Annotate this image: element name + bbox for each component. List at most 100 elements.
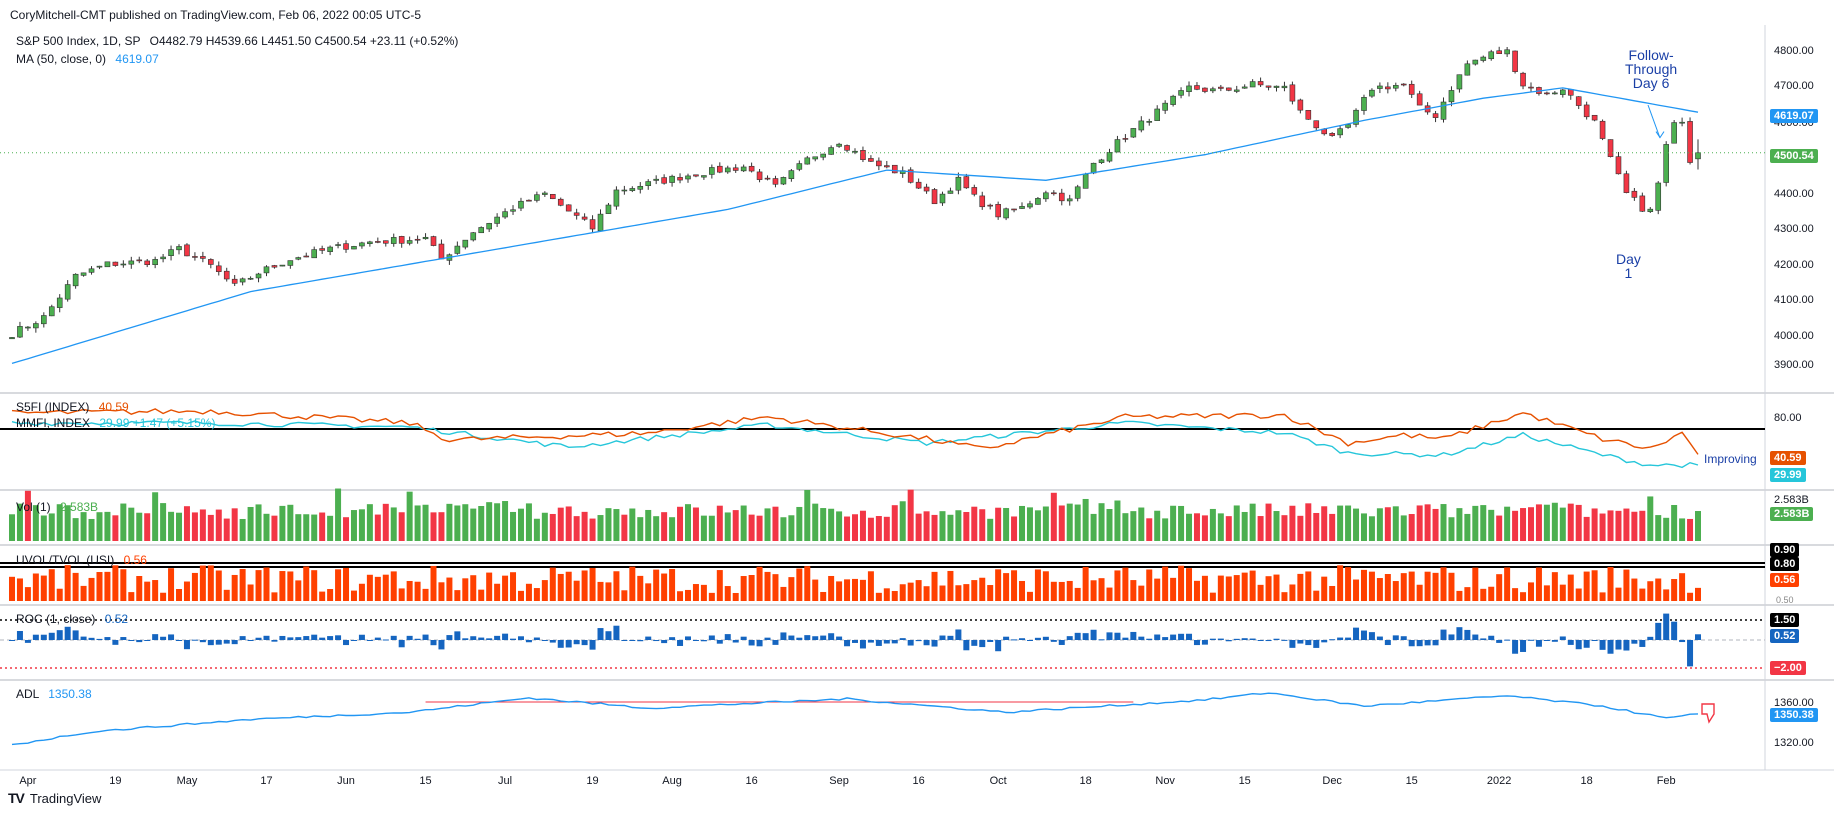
volume-bar xyxy=(1384,507,1391,541)
volume-bar xyxy=(836,511,843,541)
uvol-bar xyxy=(1376,578,1383,601)
roc-bar xyxy=(1162,637,1169,640)
candle xyxy=(1329,133,1335,136)
volume-bar xyxy=(104,511,111,541)
candle xyxy=(661,177,667,184)
candle xyxy=(717,165,723,173)
roc-bar xyxy=(303,636,310,640)
volume-bar xyxy=(605,508,612,541)
roc-bar xyxy=(215,640,222,645)
uvol-bar xyxy=(939,585,946,601)
roc-bar xyxy=(1193,640,1200,646)
mmfi-label[interactable]: MMFI, INDEX xyxy=(16,416,90,430)
volume-bar xyxy=(780,517,787,541)
uvol-bar xyxy=(812,579,819,601)
uvol-bar xyxy=(462,578,469,601)
candle xyxy=(1114,139,1121,153)
candle xyxy=(995,204,1001,218)
adl-value: 1350.38 xyxy=(48,687,92,701)
candle xyxy=(208,259,214,265)
ma-label[interactable]: MA (50, close, 0) xyxy=(16,52,107,66)
roc-bar xyxy=(1257,640,1264,641)
uvol-bar xyxy=(366,574,373,601)
roc-bar xyxy=(207,640,214,646)
volume-bar xyxy=(152,492,159,541)
roc-bar xyxy=(1082,633,1089,640)
candle xyxy=(1480,56,1487,61)
roc-bar xyxy=(915,640,922,642)
volume-bar xyxy=(1193,513,1200,541)
roc-bar xyxy=(613,625,620,640)
uvol-bar xyxy=(1019,580,1026,601)
uvol-bar xyxy=(1559,584,1566,601)
volume-bar xyxy=(931,514,938,541)
roc-bar xyxy=(573,640,580,645)
uvol-bar xyxy=(358,583,365,601)
time-axis-label: Sep xyxy=(829,775,849,787)
roc-bar xyxy=(931,640,938,647)
volume-bar xyxy=(541,512,548,541)
s5fi-label[interactable]: S5FI (INDEX) xyxy=(16,400,90,414)
uvol-bar xyxy=(295,580,302,601)
adl-label[interactable]: ADL xyxy=(16,687,39,701)
candle xyxy=(255,273,262,279)
roc-bar xyxy=(1233,638,1240,640)
symbol-label[interactable]: S&P 500 Index, 1D, SP xyxy=(16,34,141,48)
roc-bar xyxy=(987,640,994,642)
volume-bar xyxy=(621,514,628,541)
uvol-bar xyxy=(1026,591,1033,601)
roc-bar xyxy=(899,638,906,640)
roc-bar xyxy=(859,640,866,649)
volume-bar xyxy=(708,515,715,541)
uvol-badge: 0.56 xyxy=(1770,573,1800,587)
volume-bar xyxy=(1591,508,1598,541)
roc-bar xyxy=(629,640,636,641)
roc-bar xyxy=(1607,640,1614,654)
roc-bar xyxy=(1050,640,1057,642)
roc-bar xyxy=(971,640,978,646)
candle xyxy=(287,260,294,266)
ma-badge: 4619.07 xyxy=(1770,109,1818,123)
uvol-bar xyxy=(1011,570,1018,601)
roc-bar xyxy=(144,640,151,641)
roc-bar xyxy=(955,629,962,640)
roc-bar xyxy=(684,636,691,640)
roc-bar xyxy=(1480,638,1487,640)
uvol-label[interactable]: UVOL/TVOL (USI) xyxy=(16,553,115,567)
uvol-bar xyxy=(955,585,962,601)
candle xyxy=(1345,124,1351,128)
uvol-bar xyxy=(1082,566,1089,601)
volume-bar xyxy=(844,516,851,541)
candle xyxy=(1051,192,1057,195)
roc-bar xyxy=(1154,634,1161,640)
uvol-bar xyxy=(875,592,882,601)
candle xyxy=(72,273,79,287)
candle xyxy=(112,261,119,266)
candle xyxy=(868,158,874,162)
roc-bar xyxy=(80,636,87,640)
uvol-bar xyxy=(891,591,898,601)
volume-bar xyxy=(1257,516,1264,541)
roc-label[interactable]: ROC (1, close) xyxy=(16,612,96,626)
volume-bar xyxy=(899,501,906,541)
volume-bar xyxy=(1631,511,1638,541)
candle xyxy=(1202,87,1208,92)
uvol-bar xyxy=(748,574,755,601)
candle xyxy=(565,204,572,212)
time-axis-label: 18 xyxy=(1580,775,1593,787)
volume-bar xyxy=(1162,518,1169,541)
volume-bar xyxy=(1297,515,1304,541)
footer-branding[interactable]: TV TradingView xyxy=(8,790,101,806)
volume-bar xyxy=(1408,514,1415,541)
roc-bar xyxy=(525,640,532,643)
volume-bar xyxy=(168,511,175,541)
volume-bar xyxy=(645,509,652,541)
candle xyxy=(1353,109,1359,125)
candle xyxy=(891,164,898,174)
uvol-bar xyxy=(152,580,159,601)
uvol-bar xyxy=(1456,590,1463,601)
candle xyxy=(1241,86,1248,89)
tradingview-logo-icon: TV xyxy=(8,790,25,806)
roc-bar xyxy=(1337,637,1344,640)
volume-label[interactable]: Vol (1) xyxy=(16,500,51,514)
